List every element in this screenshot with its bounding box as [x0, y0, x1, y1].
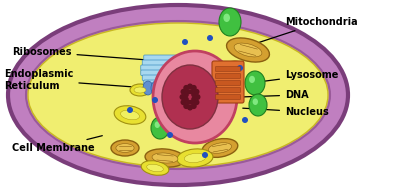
Text: Lysosome: Lysosome	[261, 70, 338, 82]
Ellipse shape	[189, 100, 194, 105]
Ellipse shape	[207, 35, 213, 41]
Ellipse shape	[237, 65, 243, 71]
Ellipse shape	[145, 149, 185, 167]
Ellipse shape	[134, 87, 146, 93]
Ellipse shape	[202, 152, 208, 158]
FancyBboxPatch shape	[142, 60, 178, 66]
Ellipse shape	[183, 103, 189, 109]
Ellipse shape	[253, 98, 258, 105]
Ellipse shape	[189, 89, 194, 94]
Ellipse shape	[152, 97, 158, 103]
Ellipse shape	[167, 81, 177, 95]
Ellipse shape	[205, 111, 210, 118]
Ellipse shape	[167, 132, 173, 138]
FancyBboxPatch shape	[212, 61, 244, 103]
Ellipse shape	[187, 104, 193, 111]
Ellipse shape	[201, 107, 219, 129]
Ellipse shape	[8, 5, 348, 185]
Ellipse shape	[184, 92, 189, 97]
Ellipse shape	[151, 117, 169, 139]
Ellipse shape	[184, 153, 206, 163]
FancyBboxPatch shape	[141, 70, 179, 75]
Ellipse shape	[208, 143, 231, 153]
Ellipse shape	[186, 89, 191, 94]
Ellipse shape	[184, 97, 189, 102]
Text: DNA: DNA	[243, 90, 309, 100]
FancyBboxPatch shape	[215, 87, 241, 92]
Ellipse shape	[223, 14, 230, 22]
Text: Ribosomes: Ribosomes	[12, 47, 145, 60]
Ellipse shape	[249, 76, 255, 83]
Ellipse shape	[143, 81, 153, 95]
Ellipse shape	[154, 121, 160, 128]
Ellipse shape	[234, 43, 262, 57]
Ellipse shape	[186, 100, 191, 105]
Ellipse shape	[191, 92, 196, 97]
Text: Cell Membrane: Cell Membrane	[12, 136, 102, 153]
Ellipse shape	[127, 107, 133, 113]
Ellipse shape	[242, 117, 248, 123]
Text: Mitochondria: Mitochondria	[244, 17, 358, 47]
Ellipse shape	[130, 84, 150, 96]
FancyBboxPatch shape	[215, 95, 241, 100]
Ellipse shape	[193, 99, 200, 105]
Ellipse shape	[191, 85, 197, 91]
Ellipse shape	[177, 149, 213, 167]
Ellipse shape	[151, 81, 161, 95]
Ellipse shape	[223, 64, 237, 72]
Ellipse shape	[180, 89, 187, 95]
FancyBboxPatch shape	[144, 55, 176, 61]
Ellipse shape	[226, 38, 270, 62]
Ellipse shape	[191, 103, 197, 109]
Ellipse shape	[219, 8, 241, 36]
Ellipse shape	[195, 94, 200, 100]
Text: Endoplasmic
Reticulum: Endoplasmic Reticulum	[4, 69, 145, 91]
Ellipse shape	[180, 94, 185, 100]
Ellipse shape	[147, 164, 163, 172]
Ellipse shape	[111, 140, 139, 156]
Ellipse shape	[249, 94, 267, 116]
FancyBboxPatch shape	[142, 75, 178, 80]
Ellipse shape	[183, 85, 189, 91]
Ellipse shape	[121, 110, 140, 120]
Text: Nucleus: Nucleus	[243, 107, 329, 117]
Ellipse shape	[159, 81, 169, 95]
FancyBboxPatch shape	[141, 65, 179, 70]
Ellipse shape	[141, 161, 169, 175]
Ellipse shape	[182, 39, 188, 45]
Ellipse shape	[187, 83, 193, 90]
Ellipse shape	[116, 144, 134, 152]
Ellipse shape	[202, 139, 238, 157]
Ellipse shape	[193, 89, 200, 95]
Ellipse shape	[28, 23, 328, 167]
Ellipse shape	[153, 51, 237, 143]
Ellipse shape	[180, 99, 187, 105]
Ellipse shape	[162, 65, 218, 129]
FancyBboxPatch shape	[144, 80, 176, 86]
Ellipse shape	[219, 61, 241, 75]
Ellipse shape	[152, 153, 178, 163]
Ellipse shape	[114, 106, 146, 124]
FancyBboxPatch shape	[215, 80, 241, 86]
FancyBboxPatch shape	[215, 66, 241, 71]
Ellipse shape	[245, 71, 265, 95]
Ellipse shape	[26, 21, 330, 169]
FancyBboxPatch shape	[215, 74, 241, 79]
Ellipse shape	[191, 97, 196, 102]
